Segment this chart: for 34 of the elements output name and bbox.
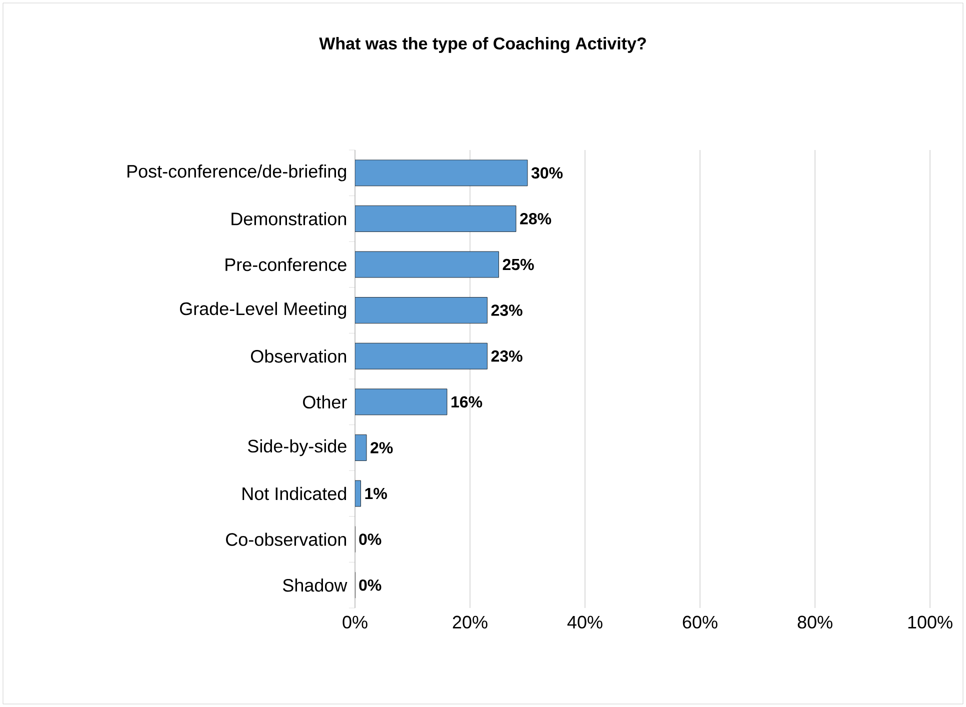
bar — [355, 206, 516, 232]
y-tick-label: Side-by-side — [248, 439, 346, 456]
data-label: 25% — [502, 258, 534, 270]
data-label: 23% — [491, 350, 522, 362]
x-tick-label: 60% — [682, 616, 718, 629]
y-tick-label: Post-conference/de-briefing — [128, 164, 346, 182]
bar — [355, 251, 499, 278]
y-tick-label: Pre-conference — [226, 258, 346, 272]
y-tick-label: Demonstration — [232, 212, 346, 226]
y-tick-label: Grade-Level Meeting — [180, 302, 346, 319]
y-tick-label: Co-observation — [226, 532, 346, 546]
bar — [355, 388, 448, 416]
x-tick-label: 80% — [798, 616, 832, 629]
bar — [355, 160, 528, 186]
data-label: 23% — [491, 304, 522, 316]
data-label: 28% — [520, 213, 552, 224]
y-tick-label: Observation — [250, 349, 346, 363]
y-tick-label: Shadow — [282, 578, 348, 592]
y-tick-label: Not Indicated — [242, 486, 346, 500]
chart-title: What was the type of Coaching Activity? — [319, 37, 646, 53]
data-label: 0% — [359, 534, 382, 545]
bar — [355, 297, 488, 324]
bar — [355, 434, 367, 461]
data-label: 16% — [452, 396, 482, 408]
data-label: 0% — [359, 579, 382, 591]
y-tick-label: Other — [303, 395, 347, 409]
x-tick-label: 40% — [567, 616, 602, 629]
x-tick-label: 100% — [908, 616, 952, 629]
data-label: 1% — [365, 488, 387, 500]
x-tick-label: 20% — [452, 616, 488, 629]
data-label: 30% — [531, 167, 563, 179]
bar — [355, 342, 488, 370]
x-tick-label: 0% — [342, 616, 368, 629]
data-label: 2% — [370, 442, 393, 454]
